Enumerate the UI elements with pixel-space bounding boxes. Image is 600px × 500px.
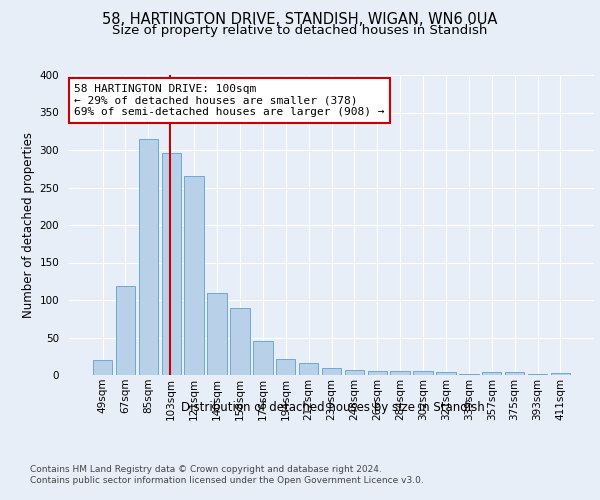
Bar (184, 176, 204, 375)
Bar (139, 138, 158, 375)
Bar (322, 368, 341, 375)
Bar (299, 363, 319, 375)
Bar (459, 374, 479, 375)
Bar (344, 370, 364, 375)
Y-axis label: Number of detached properties: Number of detached properties (22, 132, 35, 318)
Text: 58 HARTINGTON DRIVE: 100sqm
← 29% of detached houses are smaller (378)
69% of se: 58 HARTINGTON DRIVE: 100sqm ← 29% of det… (74, 84, 385, 117)
Bar (482, 372, 502, 375)
Bar (161, 153, 181, 375)
Bar (368, 370, 387, 375)
Bar (391, 370, 410, 375)
Bar (413, 370, 433, 375)
Bar (528, 374, 547, 375)
Text: Size of property relative to detached houses in Standish: Size of property relative to detached ho… (112, 24, 488, 37)
Text: Contains public sector information licensed under the Open Government Licence v3: Contains public sector information licen… (30, 476, 424, 485)
Bar (230, 308, 250, 375)
Bar (93, 360, 112, 375)
Bar (436, 372, 455, 375)
Bar (276, 358, 295, 375)
Bar (505, 372, 524, 375)
Bar (551, 373, 570, 375)
Text: Distribution of detached houses by size in Standish: Distribution of detached houses by size … (181, 401, 485, 414)
Bar (116, 286, 135, 375)
Text: Contains HM Land Registry data © Crown copyright and database right 2024.: Contains HM Land Registry data © Crown c… (30, 465, 382, 474)
Text: 58, HARTINGTON DRIVE, STANDISH, WIGAN, WN6 0UA: 58, HARTINGTON DRIVE, STANDISH, WIGAN, W… (103, 12, 497, 28)
Bar (253, 340, 272, 375)
Bar (208, 293, 227, 375)
